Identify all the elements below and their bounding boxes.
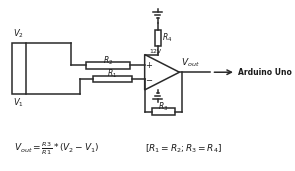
Text: $R_1$: $R_1$ (107, 68, 117, 80)
Text: 12V: 12V (149, 49, 161, 54)
Bar (86, 62, 130, 69)
Text: $[R_1 = R_2; R_3 = R_4]$: $[R_1 = R_2; R_3 = R_4]$ (145, 143, 222, 155)
Bar (155, 30, 161, 46)
Text: $V_{out}$: $V_{out}$ (181, 57, 200, 69)
Bar (152, 108, 175, 115)
Text: +: + (145, 61, 153, 70)
Text: $R_4$: $R_4$ (162, 31, 172, 44)
Bar (12, 43, 26, 94)
Text: $V_1$: $V_1$ (13, 97, 24, 109)
Text: $V_2$: $V_2$ (13, 27, 24, 40)
Text: $-$: $-$ (145, 74, 153, 83)
Text: Arduino Uno: Arduino Uno (237, 68, 291, 77)
Bar (93, 76, 132, 82)
Text: $R_3$: $R_3$ (158, 100, 168, 113)
Text: $R_2$: $R_2$ (103, 54, 113, 67)
Text: $V_{out} = \frac{R3}{R1} * (V_2 - V_1)$: $V_{out} = \frac{R3}{R1} * (V_2 - V_1)$ (14, 141, 100, 157)
